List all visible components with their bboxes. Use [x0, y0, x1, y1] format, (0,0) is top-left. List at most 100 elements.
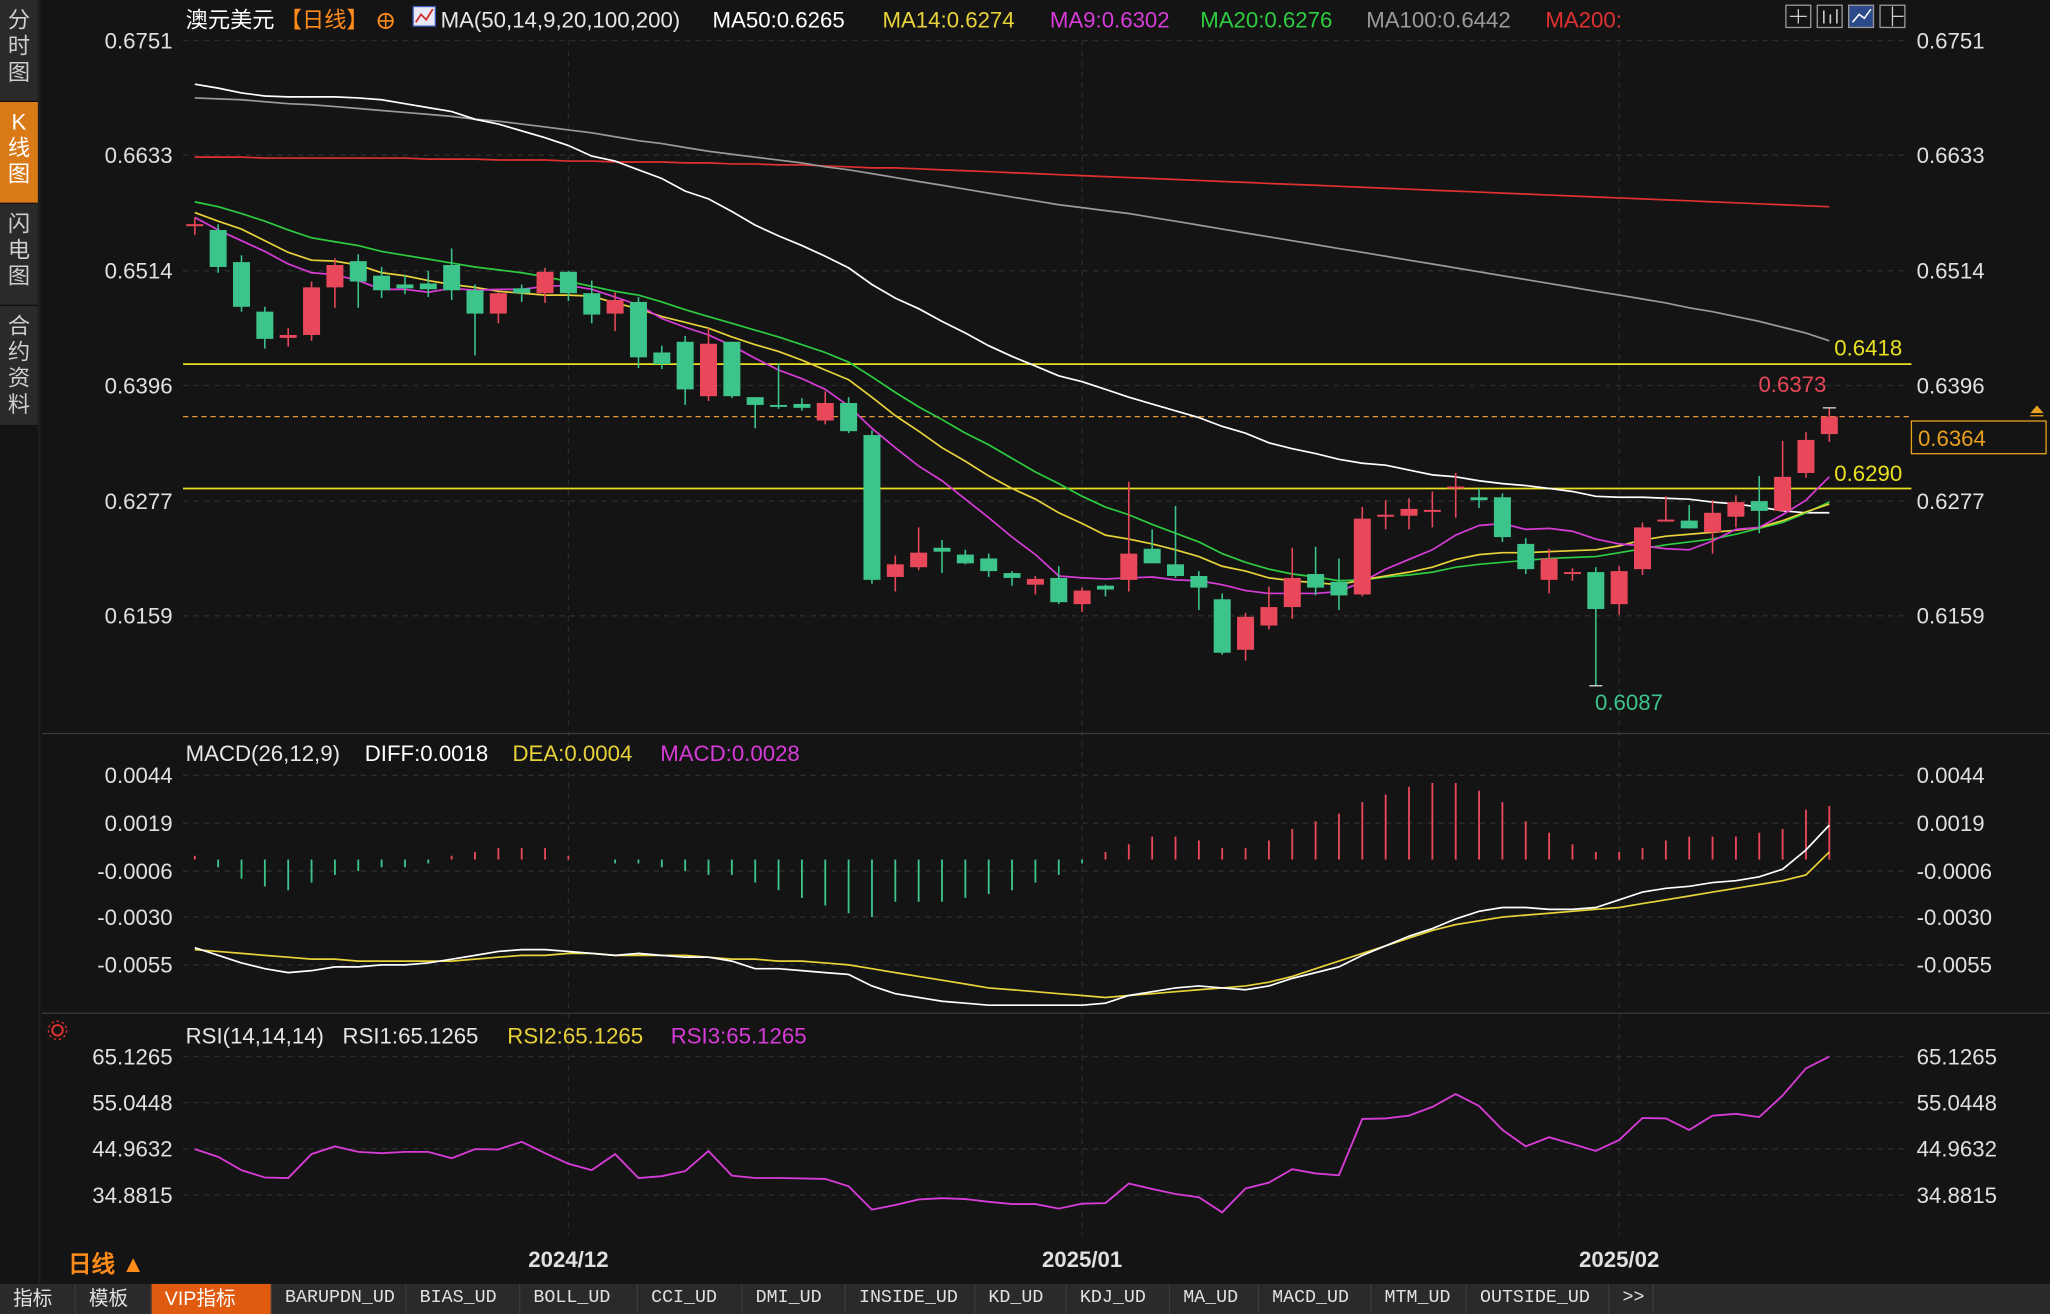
candle[interactable] [559, 270, 577, 301]
candle[interactable] [886, 555, 904, 592]
candle[interactable] [349, 254, 367, 308]
candle[interactable] [1096, 584, 1114, 597]
candle[interactable] [1587, 567, 1605, 686]
candle[interactable] [1774, 440, 1792, 512]
candle[interactable] [466, 284, 484, 356]
candle[interactable] [1400, 498, 1418, 530]
indicator-tab[interactable]: BIAS_UD [407, 1283, 521, 1314]
candle[interactable] [489, 292, 507, 324]
candle[interactable] [1704, 500, 1722, 554]
candle[interactable] [326, 258, 344, 308]
bar-chart-icon[interactable] [1816, 4, 1843, 29]
candle[interactable] [396, 274, 414, 295]
candle[interactable] [1213, 593, 1231, 655]
candle[interactable] [700, 328, 718, 402]
indicator-chart-icon[interactable] [412, 5, 437, 27]
candle[interactable] [1026, 575, 1044, 595]
candle[interactable] [863, 430, 881, 584]
candle[interactable] [1563, 568, 1581, 581]
candle[interactable] [1283, 547, 1301, 619]
settings-gear-icon[interactable] [47, 1020, 68, 1041]
candle[interactable] [1470, 488, 1488, 508]
candle[interactable] [793, 398, 811, 411]
view-tab-3[interactable]: 合约资料 [0, 305, 38, 427]
candle[interactable] [583, 280, 601, 324]
candle[interactable] [303, 281, 321, 341]
candle[interactable] [1610, 566, 1628, 615]
candle[interactable] [1634, 522, 1652, 575]
view-tab-2[interactable]: 闪电图 [0, 203, 38, 306]
candle[interactable] [1190, 571, 1208, 610]
candle[interactable] [1307, 546, 1325, 596]
candle[interactable] [1657, 496, 1675, 522]
candle[interactable] [1493, 493, 1511, 542]
candle[interactable] [746, 397, 764, 429]
indicator-tab[interactable]: MACD_UD [1259, 1283, 1372, 1314]
candle[interactable] [1447, 472, 1465, 518]
candle[interactable] [443, 248, 461, 300]
candle[interactable] [1003, 571, 1021, 586]
layout-icon[interactable] [1879, 4, 1906, 29]
indicator-tab[interactable]: BARUPDN_UD [272, 1283, 407, 1314]
candle[interactable] [1237, 612, 1255, 661]
candle[interactable] [723, 341, 741, 399]
candle[interactable] [279, 328, 297, 347]
candle[interactable] [980, 553, 998, 577]
candle[interactable] [1423, 491, 1441, 528]
candle[interactable] [1377, 500, 1395, 530]
indicator-tab[interactable]: MTM_UD [1371, 1283, 1467, 1314]
candle[interactable] [1680, 505, 1698, 529]
candle[interactable] [419, 270, 437, 298]
indicator-tab[interactable]: BOLL_UD [520, 1283, 639, 1314]
crosshair-icon[interactable] [377, 12, 394, 30]
candle[interactable] [233, 255, 251, 312]
candle[interactable] [606, 292, 624, 332]
candle[interactable] [1540, 548, 1558, 594]
candle[interactable] [1797, 432, 1815, 478]
chart-settings-icon[interactable] [1848, 4, 1875, 29]
candle[interactable] [1353, 506, 1371, 597]
candle[interactable] [629, 297, 647, 369]
candle[interactable] [1167, 506, 1185, 578]
candle[interactable] [653, 345, 671, 369]
candle[interactable] [1820, 407, 1838, 442]
alert-arrow-icon[interactable] [2030, 405, 2044, 417]
indicator-tab[interactable]: MA_UD [1170, 1283, 1260, 1314]
candle[interactable] [209, 224, 227, 273]
period-toggle[interactable]: 日线 ▲ [68, 1251, 145, 1277]
candle[interactable] [1050, 566, 1068, 605]
indicator-tab[interactable]: 模板 [76, 1283, 152, 1314]
indicator-tab[interactable]: DMI_UD [743, 1283, 846, 1314]
indicator-tab[interactable]: KDJ_UD [1067, 1283, 1171, 1314]
candle[interactable] [186, 217, 204, 235]
candle[interactable] [1727, 495, 1745, 528]
candle[interactable] [816, 391, 834, 425]
candle[interactable] [373, 266, 391, 299]
candle[interactable] [1517, 538, 1535, 575]
candle[interactable] [676, 335, 694, 405]
candle[interactable] [840, 397, 858, 434]
indicator-tab[interactable]: VIP指标 [151, 1283, 272, 1314]
expand-icon[interactable] [1785, 4, 1812, 29]
candle[interactable] [956, 549, 974, 565]
candle[interactable] [1143, 529, 1161, 564]
indicator-tab[interactable]: CCI_UD [638, 1283, 743, 1314]
indicator-tab[interactable]: >> [1609, 1283, 1654, 1314]
candle[interactable] [1120, 481, 1138, 592]
indicator-tab[interactable]: KD_UD [975, 1283, 1067, 1314]
candle[interactable] [1750, 475, 1768, 534]
indicator-tab[interactable]: OUTSIDE_UD [1467, 1283, 1610, 1314]
indicator-tab[interactable]: 指标 [0, 1283, 76, 1314]
candle[interactable] [1260, 586, 1278, 630]
candle[interactable] [256, 306, 274, 349]
candle[interactable] [910, 527, 928, 571]
candle[interactable] [1330, 558, 1348, 610]
candle[interactable] [770, 363, 788, 409]
view-tab-0[interactable]: 分时图 [0, 0, 38, 102]
candle[interactable] [536, 267, 554, 303]
indicator-tab[interactable]: INSIDE_UD [846, 1283, 976, 1314]
candle[interactable] [1073, 587, 1091, 612]
candle[interactable] [933, 540, 951, 574]
chart-canvas[interactable]: 澳元美元 【日线】 MA(50,14,9,20,100,200) MA50:0.… [0, 0, 2050, 1284]
